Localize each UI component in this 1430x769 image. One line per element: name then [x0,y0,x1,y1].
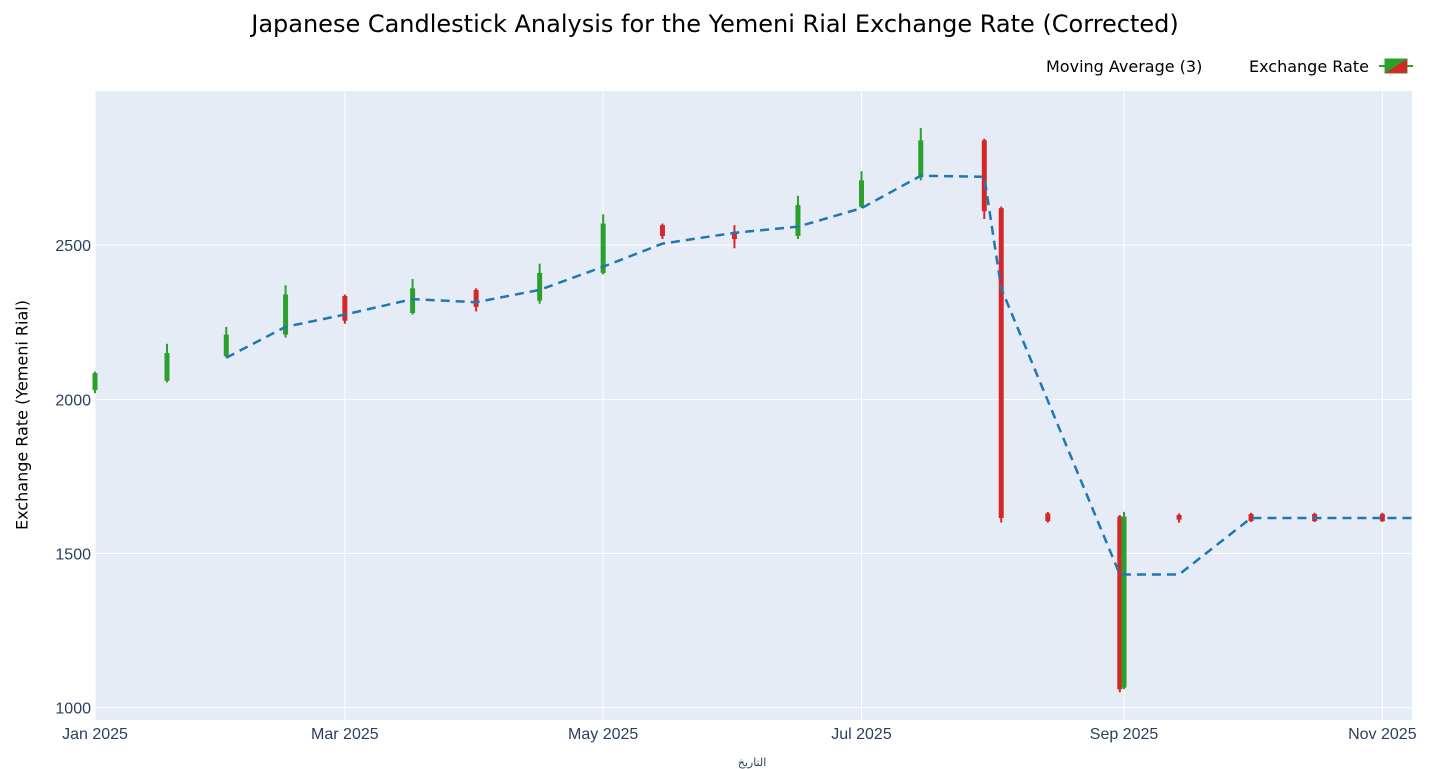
candle-increasing[interactable] [600,214,606,275]
candle-increasing[interactable] [410,279,416,315]
candle-increasing[interactable] [858,171,864,209]
candle-increasing[interactable] [164,343,170,383]
candlestick-legend-icon [1378,58,1413,74]
candle-increasing[interactable] [92,371,98,394]
candle-body [998,208,1004,519]
candle-body [223,334,229,357]
candle-body [1117,516,1123,690]
y-tick-label: 1500 [55,547,91,564]
y-tick-label: 2500 [55,238,91,255]
candle-decreasing[interactable] [1176,513,1182,523]
candle-body [1121,516,1127,688]
candle-increasing[interactable] [918,128,924,181]
candle-body [981,140,987,212]
candle-increasing[interactable] [283,285,289,338]
candle-decreasing[interactable] [1117,514,1123,693]
candle-body [1379,514,1385,522]
x-tick-label: Nov 2025 [1348,726,1417,743]
candle-body [473,289,479,307]
x-tick-label: May 2025 [568,726,638,743]
legend-label-moving-average: Moving Average (3) [1046,56,1203,76]
candle-decreasing[interactable] [473,288,479,312]
legend-item-moving-average[interactable]: Moving Average (3) [1046,56,1202,76]
plot-area [95,91,1412,720]
candle-decreasing[interactable] [981,138,987,219]
candle-body [731,232,737,239]
candle-body [342,296,348,321]
candle-body [537,272,543,301]
candle-decreasing[interactable] [998,206,1004,523]
x-tick-label: Jan 2025 [62,726,128,743]
x-tick-label: Sep 2025 [1090,726,1159,743]
candle-body [918,140,924,178]
candle-increasing[interactable] [1121,511,1127,690]
candle-body [92,373,98,391]
candle-decreasing[interactable] [731,225,737,249]
candle-increasing[interactable] [795,195,801,239]
candle-body [659,225,665,236]
candle-body [283,294,289,335]
candle-body [858,180,864,207]
candle-body [410,288,416,313]
y-tick-label: 1000 [55,701,91,718]
x-axis-title: التاريخ [737,757,767,769]
axis-ticks: 1000 1500 2000 2500 Jan 2025 Mar 2025 May 2025… [55,238,1416,743]
candle-body [600,223,606,273]
candle-decreasing[interactable] [659,223,665,239]
candles [92,128,1385,693]
candle-increasing[interactable] [223,326,229,358]
candle-body [1248,514,1254,522]
legend-item-exchange-rate[interactable]: Exchange Rate [1249,56,1415,76]
candle-decreasing[interactable] [1045,511,1051,523]
candle-body [795,205,801,236]
candle-decreasing[interactable] [1379,512,1385,523]
candle-decreasing[interactable] [342,294,348,324]
candle-body [164,353,170,381]
x-tick-label: Mar 2025 [311,726,379,743]
legend-label-exchange-rate: Exchange Rate [1249,56,1369,76]
candle-body [1176,514,1182,520]
candle-decreasing[interactable] [1248,512,1254,523]
candle-body [1045,513,1051,522]
y-tick-label: 2000 [55,392,91,409]
chart-title: Japanese Candlestick Analysis for the Ye… [251,10,1179,38]
candle-increasing[interactable] [537,263,543,304]
x-tick-label: Jul 2025 [831,726,892,743]
